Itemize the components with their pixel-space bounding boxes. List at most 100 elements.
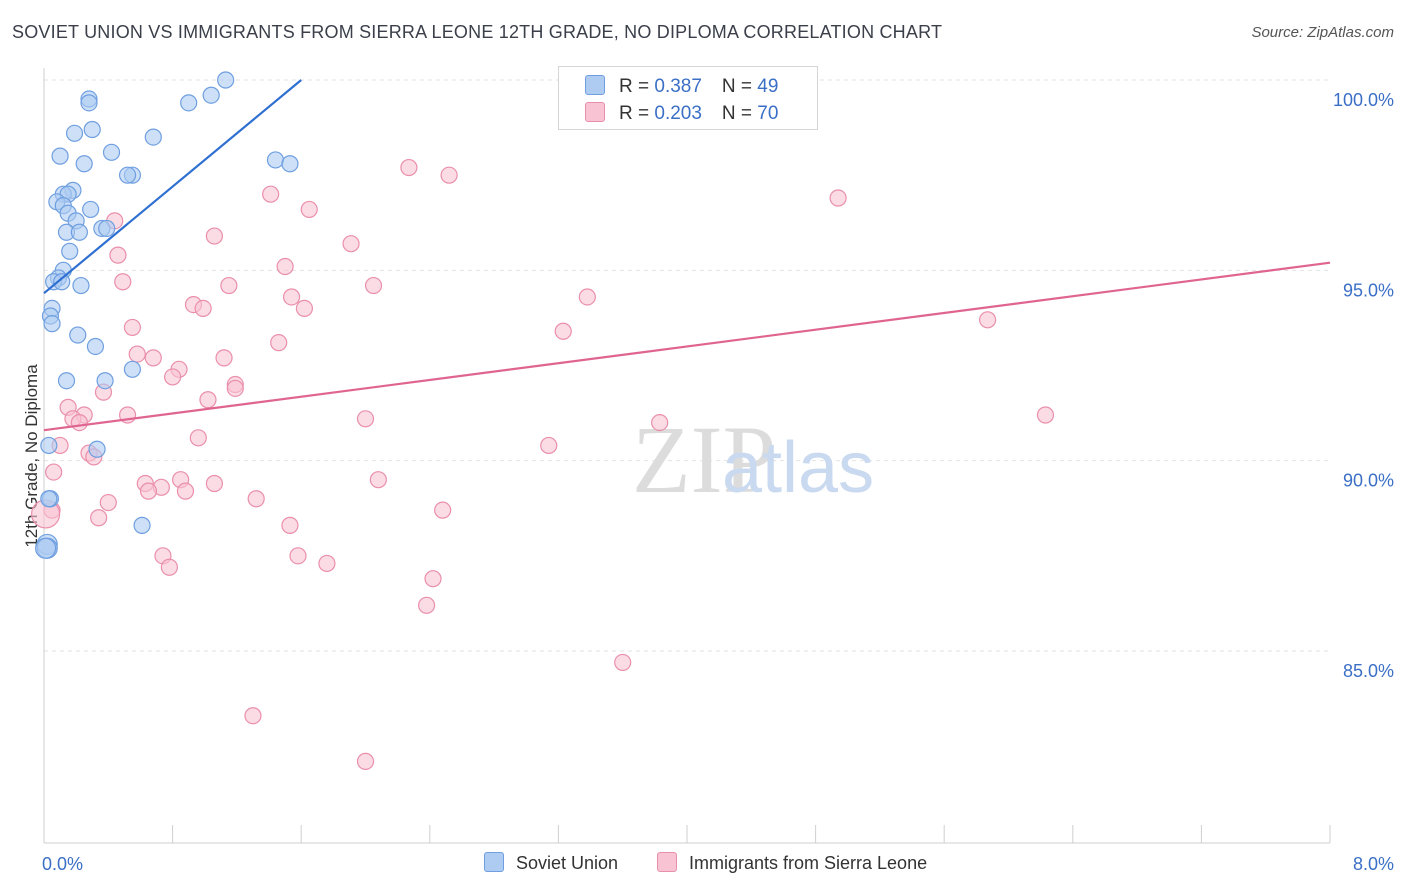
sierra-leone-point [289,547,307,565]
soviet-union-point [123,360,142,378]
legend-n-value: 49 [757,76,779,97]
sierra-leone-point [300,200,318,219]
sierra-leone-point [244,707,262,725]
sierra-leone-point [70,414,88,432]
sierra-leone-point [434,501,452,519]
soviet-union-point [69,326,87,344]
x-tick-label: 0.0% [42,854,83,874]
soviet-union-point [61,242,79,260]
bottom-legend: Soviet Union Immigrants from Sierra Leon… [0,852,1406,876]
soviet-union-trend-line [43,79,302,295]
sierra-leone-point [128,345,146,363]
x-tick-label: 8.0% [1353,854,1394,874]
soviet-union-point [88,440,106,458]
soviet-union-point [57,372,76,390]
legend-n-value: 70 [757,103,779,124]
chart-source: Source: ZipAtlas.com [1251,24,1394,41]
series-soviet-union-points [35,71,299,559]
soviet-union-point [144,128,162,146]
sierra-leone-point [220,276,238,295]
sierra-leone-point [364,276,383,295]
sierra-leone-point [1036,406,1055,424]
sierra-leone-point [90,509,108,527]
sierra-leone-point [829,189,847,207]
soviet-union-point [40,490,58,508]
legend-item-sierra-leone[interactable]: Immigrants from Sierra Leone [657,852,927,874]
legend-r-label: R = [619,103,655,124]
soviet-union-point [82,200,100,219]
soviet-union-point [75,155,93,173]
legend-swatch-blue [585,75,605,95]
sierra-leone-point [189,429,207,447]
sierra-leone-point [578,288,596,306]
soviet-union-point [266,151,285,169]
soviet-union-point [217,71,235,89]
soviet-union-point [72,276,90,295]
soviet-union-point [102,143,121,161]
soviet-union-point [118,166,137,184]
sierra-leone-point [144,349,162,367]
soviet-union-point [180,94,198,112]
sierra-leone-point [295,299,314,317]
legend-label: Soviet Union [516,853,619,873]
sierra-leone-point [45,463,63,481]
sierra-leone-point [424,570,442,588]
sierra-leone-point [281,516,299,534]
legend-item-soviet-union[interactable]: Soviet Union [484,852,618,874]
soviet-union-point [51,147,69,165]
sierra-leone-point [114,273,132,291]
sierra-leone-point [262,185,280,203]
sierra-leone-point [247,490,265,508]
y-tick-label: 100.0% [1333,90,1394,110]
sierra-leone-point [160,558,178,576]
legend-r-label: R = [619,76,655,97]
y-tick-label: 95.0% [1343,280,1394,300]
grid-lines [44,79,1330,652]
soviet-union-point [80,94,98,112]
sierra-leone-point [356,752,375,770]
soviet-union-point [70,223,88,241]
legend-label: Immigrants from Sierra Leone [689,853,928,873]
sierra-leone-point [199,391,217,409]
sierra-leone-point [205,474,223,493]
sierra-leone-point [979,311,997,329]
y-axis-title: 12th Grade, No Diploma [22,364,41,548]
soviet-union-point [83,120,101,139]
watermark: ZIP atlas [632,406,874,513]
sierra-leone-point [109,246,127,264]
soviet-union-point [281,155,299,173]
y-tick-label: 85.0% [1343,661,1394,681]
sierra-leone-point [164,368,182,386]
axes [43,68,1331,844]
legend-r-value: 0.387 [654,76,702,97]
legend-row-soviet-union: R = 0.387 N = 49 [585,75,778,99]
sierra-leone-point [400,158,418,177]
sierra-leone-point [651,414,669,432]
soviet-union-point [43,315,61,333]
chart-title: SOVIET UNION VS IMMIGRANTS FROM SIERRA L… [12,22,943,42]
sierra-leone-point [282,288,301,306]
sierra-leone-point [176,482,195,500]
sierra-leone-point [554,322,572,340]
soviet-union-point [35,537,57,559]
sierra-leone-point [369,471,387,489]
sierra-leone-point [123,318,142,337]
sierra-leone-point [614,653,632,672]
correlation-legend: R = 0.387 N = 49 R = 0.203 N = 70 [558,66,818,130]
legend-n-label: N = [721,76,758,97]
legend-n-label: N = [721,103,758,124]
soviet-union-point [53,273,71,291]
y-tick-labels: 85.0% 90.0% 95.0% 100.0% [1333,90,1394,681]
sierra-leone-point [318,554,336,573]
soviet-union-point [86,337,105,356]
legend-swatch-blue [484,852,504,872]
sierra-leone-point [205,227,223,245]
sierra-leone-trend-line [43,261,1331,432]
soviet-union-point [202,86,220,104]
soviet-union-point [98,219,116,238]
sierra-leone-point [194,299,212,317]
trend-lines [43,79,1331,432]
legend-swatch-pink [657,852,677,872]
watermark-atlas: atlas [722,428,874,508]
